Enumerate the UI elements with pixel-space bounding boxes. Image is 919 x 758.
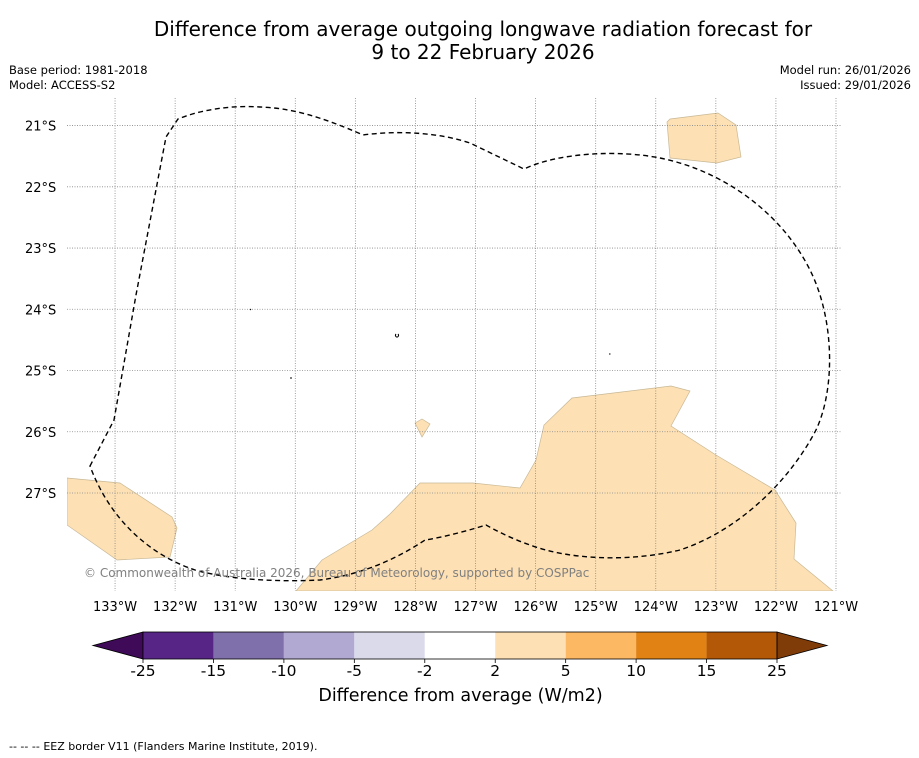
lon-tick-label: 130°W [273, 600, 317, 615]
anomaly-region-small-island [414, 418, 431, 438]
colorbar-outline [142, 631, 778, 660]
colorbar-tick-label: 10 [626, 662, 646, 680]
eez-border [89, 105, 831, 582]
map-attribution: © Commonwealth of Australia 2026, Bureau… [84, 566, 589, 580]
lon-tick-label: 127°W [453, 600, 497, 615]
lat-tick-label: 25°S [25, 365, 56, 380]
colorbar-tick-label: -5 [347, 662, 362, 680]
colorbar-extend-min [91, 631, 144, 660]
lat-tick-label: 23°S [25, 242, 56, 257]
map-title: Difference from average outgoing longwav… [0, 18, 919, 64]
issued-date: Issued: 29/01/2026 [800, 78, 911, 92]
colorbar: -25 -15 -10 -5 -2 2 5 10 15 25 [91, 631, 829, 680]
lat-tick-label: 26°S [25, 426, 56, 441]
colorbar-segment [424, 632, 496, 659]
colorbar-tick-label: 25 [767, 662, 787, 680]
lon-tick-label: 123°W [694, 600, 738, 615]
colorbar-extend-max [776, 631, 829, 660]
colorbar-tick-label: 5 [561, 662, 571, 680]
colorbar-tick-label: -2 [417, 662, 432, 680]
colorbar-segment [283, 632, 355, 659]
lat-tick-label: 24°S [25, 303, 56, 318]
anomaly-region-northeast [666, 112, 742, 164]
lon-tick-label: 126°W [514, 600, 558, 615]
base-period: Base period: 1981-2018 [9, 63, 148, 77]
colorbar-segment [495, 632, 566, 659]
latitude-labels: 21°S 22°S 23°S 24°S 25°S 26°S 27°S [25, 120, 56, 502]
title-line-2: 9 to 22 February 2026 [371, 40, 595, 64]
colorbar-segment [636, 632, 707, 659]
title-line-1: Difference from average outgoing longwav… [153, 17, 813, 41]
model-name: Model: ACCESS-S2 [9, 78, 116, 92]
eez-legend-symbol: -- -- -- [9, 740, 40, 753]
colorbar-segment [354, 632, 425, 659]
lon-tick-label: 131°W [213, 600, 257, 615]
colorbar-segment [143, 632, 214, 659]
colorbar-label: Difference from average (W/m2) [318, 686, 603, 706]
lat-tick-label: 22°S [25, 181, 56, 196]
lon-tick-label: 122°W [754, 600, 798, 615]
colorbar-tick-label: -15 [201, 662, 226, 680]
eez-legend-text: EEZ border V11 (Flanders Marine Institut… [43, 740, 318, 753]
colorbar-segment [706, 632, 777, 659]
colorbar-tick-label: 2 [490, 662, 500, 680]
meta-right: Model run: 26/01/2026 Issued: 29/01/2026 [780, 63, 911, 93]
island-speck [395, 333, 399, 338]
anomaly-region-south [295, 385, 834, 591]
lon-tick-label: 133°W [93, 600, 137, 615]
longitude-labels: 133°W 132°W 131°W 130°W 129°W 128°W 127°W 126°W… [93, 600, 858, 615]
colorbar-segment [213, 632, 284, 659]
lat-tick-label: 21°S [25, 120, 56, 135]
colorbar-segment [565, 632, 637, 659]
colorbar-tick-label: -10 [271, 662, 296, 680]
island-specks [249, 308, 611, 379]
colorbar-tick-label: -25 [130, 662, 155, 680]
colorbar-tick-label: 15 [697, 662, 717, 680]
meta-left: Base period: 1981-2018 Model: ACCESS-S2 [9, 63, 148, 93]
lon-tick-label: 128°W [393, 600, 437, 615]
lon-tick-label: 132°W [153, 600, 197, 615]
lon-tick-label: 125°W [574, 600, 618, 615]
lon-tick-label: 121°W [814, 600, 858, 615]
model-run: Model run: 26/01/2026 [779, 63, 911, 77]
island-speck [249, 308, 252, 311]
anomaly-region-west [67, 477, 178, 561]
anomaly-layer [67, 112, 834, 591]
lat-tick-label: 27°S [25, 487, 56, 502]
graticule [67, 98, 842, 591]
lon-tick-label: 124°W [634, 600, 678, 615]
lon-tick-label: 129°W [333, 600, 377, 615]
legend-footer: -- -- -- EEZ border V11 (Flanders Marine… [9, 740, 317, 753]
